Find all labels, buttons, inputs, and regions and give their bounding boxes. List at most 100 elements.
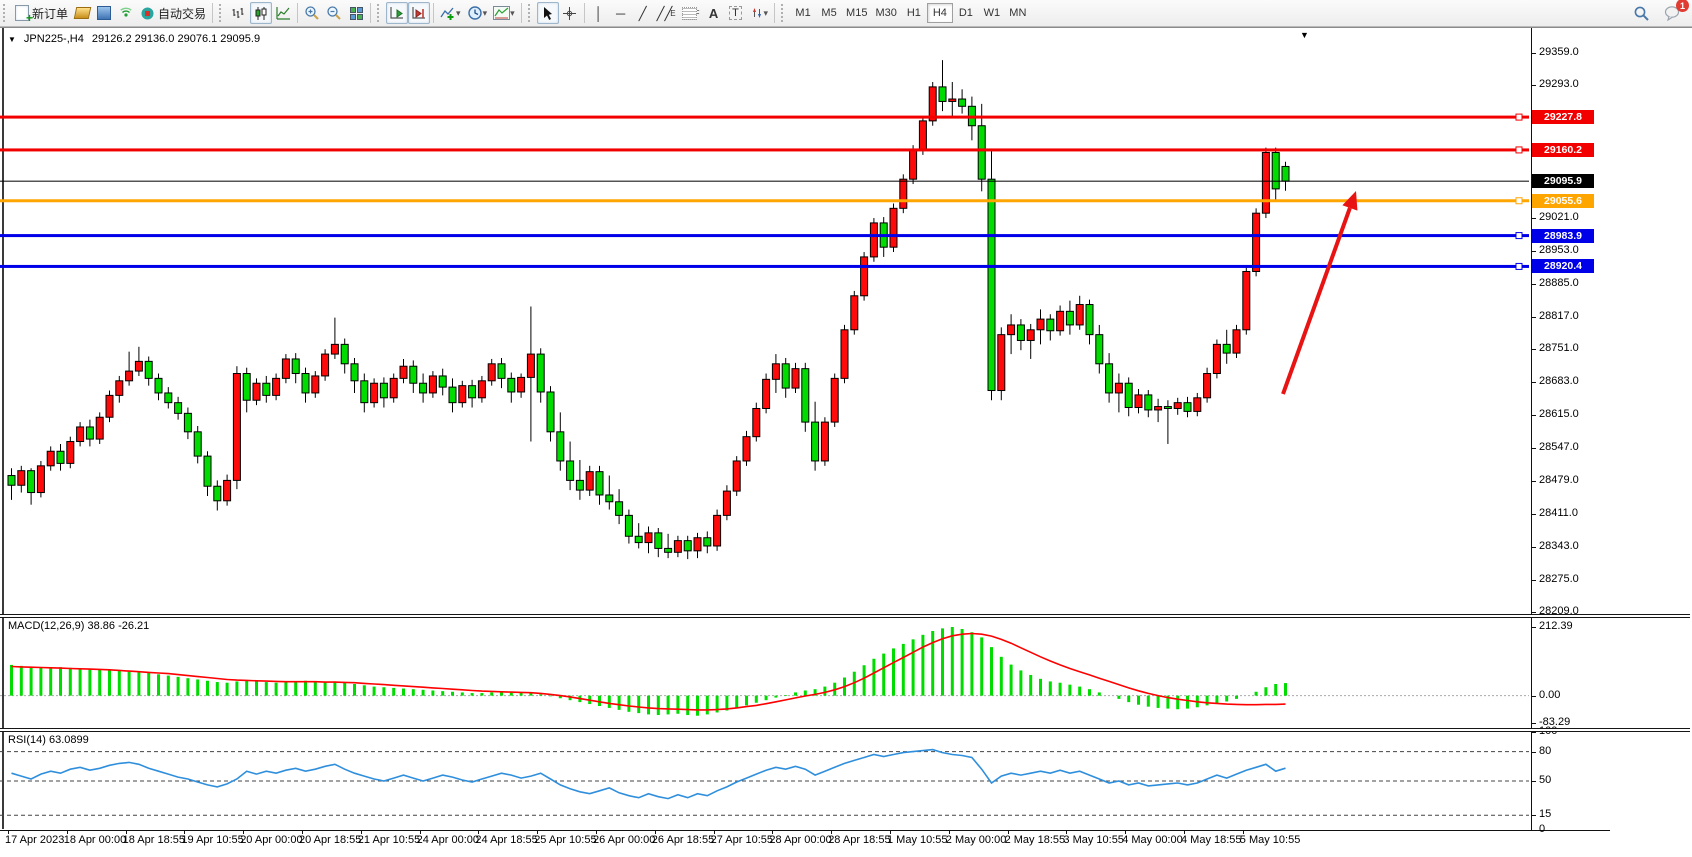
rsi-panel[interactable] (0, 732, 1529, 830)
rsi-value: 63.0899 (48, 734, 89, 746)
candle (1056, 310, 1065, 332)
tf-m15-button[interactable]: M15 (846, 7, 868, 19)
candle (1026, 329, 1035, 341)
hline-handle[interactable] (1515, 146, 1523, 154)
toolbar-grip[interactable] (377, 4, 382, 22)
tf-m1-button[interactable]: M1 (795, 7, 811, 19)
time-axis-tick (537, 830, 539, 834)
bar-chart-icon (232, 8, 244, 18)
tf-m5-button[interactable]: M5 (821, 7, 837, 19)
candle (566, 460, 575, 481)
vertical-line-tool-button[interactable]: │ (588, 2, 610, 24)
periods-button[interactable]: ▾ (464, 2, 491, 24)
hline-handle[interactable] (1515, 262, 1523, 270)
time-axis-label: 25 Apr 10:55 (534, 834, 597, 846)
hline-handle[interactable] (1515, 232, 1523, 240)
tf-h1-button[interactable]: H1 (906, 7, 921, 19)
time-axis-label: 24 Apr 18:55 (475, 834, 538, 846)
price-line-badge: 29160.2 (1532, 142, 1594, 157)
price-tick (1532, 480, 1536, 482)
cursor-tool-button[interactable] (536, 2, 559, 24)
trend-arrow-line[interactable] (1281, 207, 1352, 395)
tf-h4-button[interactable]: H4 (926, 3, 953, 23)
chart-shift-marker[interactable]: ▼ (1300, 30, 1309, 40)
periods-dropdown[interactable]: ▾ (482, 7, 488, 18)
candle (311, 375, 320, 394)
candle (154, 377, 163, 394)
horizontal-line-tool-button[interactable]: ─ (610, 2, 632, 24)
tf-m30-button[interactable]: M30 (875, 7, 897, 19)
trend-arrow-head[interactable] (1342, 191, 1358, 211)
candle (56, 450, 65, 464)
templates-button[interactable]: ▾ (490, 2, 518, 24)
auto-scroll-button[interactable] (386, 2, 409, 24)
time-axis-label: 1 May 10:55 (887, 834, 948, 846)
hline-28983.9[interactable] (0, 234, 1529, 238)
price-line-badge: 28920.4 (1532, 259, 1594, 274)
cursor-icon (544, 6, 553, 20)
candle (585, 471, 594, 491)
candlesticks (7, 60, 1290, 560)
arrows-tool-button[interactable]: ▾ (747, 2, 772, 24)
time-axis-tick (8, 830, 9, 834)
time-axis-label: 26 Apr 00:00 (593, 834, 656, 846)
candle (1105, 363, 1114, 394)
candle (987, 178, 996, 392)
data-window-button[interactable] (93, 2, 115, 24)
tf-d1-button[interactable]: D1 (958, 7, 973, 19)
symbol-dropdown-icon[interactable]: ▼ (8, 34, 16, 44)
crosshair-tool-button[interactable] (559, 2, 581, 24)
tf-mn-button[interactable]: MN (1009, 7, 1027, 19)
fibonacci-tool-button[interactable]: F (679, 2, 703, 24)
search-button[interactable] (1630, 2, 1653, 24)
toolbar-grip[interactable] (781, 4, 786, 22)
channel-tool-button[interactable]: ╱╱ E (654, 2, 679, 24)
trendline-tool-button[interactable]: ╱ (632, 2, 654, 24)
panel-separator[interactable] (0, 728, 1690, 732)
hline-29227.8[interactable] (0, 115, 1529, 119)
hline-29160.2[interactable] (0, 148, 1529, 152)
chart-shift-button[interactable] (408, 2, 431, 24)
line-chart-type-button[interactable] (272, 2, 294, 24)
tf-w1-button[interactable]: W1 (983, 7, 1001, 19)
bar-chart-type-button[interactable] (228, 2, 250, 24)
hline-handle[interactable] (1515, 197, 1523, 205)
templates-dropdown[interactable]: ▾ (510, 7, 515, 18)
data-window-icon (97, 6, 112, 20)
main-chart[interactable] (0, 31, 1529, 614)
macd-panel[interactable] (0, 618, 1529, 728)
autotrading-button[interactable]: 自动交易 (137, 2, 209, 24)
label-tool-button[interactable]: T (725, 2, 747, 24)
candle (664, 547, 673, 553)
price-tick-label: 28479.0 (1539, 473, 1579, 486)
signals-button[interactable] (115, 2, 137, 24)
rsi-title: RSI(14) (8, 734, 46, 746)
arrows-dropdown[interactable]: ▾ (763, 7, 769, 18)
zoom-in-button[interactable] (301, 2, 323, 24)
indicators-dropdown[interactable]: ▾ (456, 7, 461, 18)
zoom-out-button[interactable] (323, 2, 345, 24)
hline-handle[interactable] (1515, 113, 1523, 121)
hline-28920.4[interactable] (0, 264, 1529, 268)
hline-29055.6[interactable] (0, 199, 1529, 203)
panel-separator[interactable] (0, 614, 1690, 618)
new-order-button[interactable]: + 新订单 (12, 2, 71, 25)
price-tick (1532, 414, 1536, 416)
candle (203, 455, 212, 487)
indicators-button[interactable]: ▾ (437, 2, 464, 24)
toolbar-grip[interactable] (3, 4, 8, 22)
time-axis-tick (125, 830, 127, 834)
toolbar-separator (297, 3, 299, 23)
tile-windows-button[interactable] (345, 2, 367, 24)
candle (164, 392, 173, 404)
chat-button[interactable]: 1 (1661, 0, 1689, 24)
candle (997, 334, 1006, 392)
toolbar-grip[interactable] (527, 4, 533, 22)
candlestick-type-button[interactable] (250, 2, 273, 24)
rsi-tick (1532, 751, 1536, 753)
time-axis-label: 21 Apr 10:55 (357, 834, 421, 846)
text-tool-button[interactable]: A (703, 2, 725, 24)
price-tick-label: 28751.0 (1539, 341, 1579, 354)
market-watch-button[interactable] (71, 2, 93, 24)
toolbar-grip[interactable] (219, 4, 224, 22)
